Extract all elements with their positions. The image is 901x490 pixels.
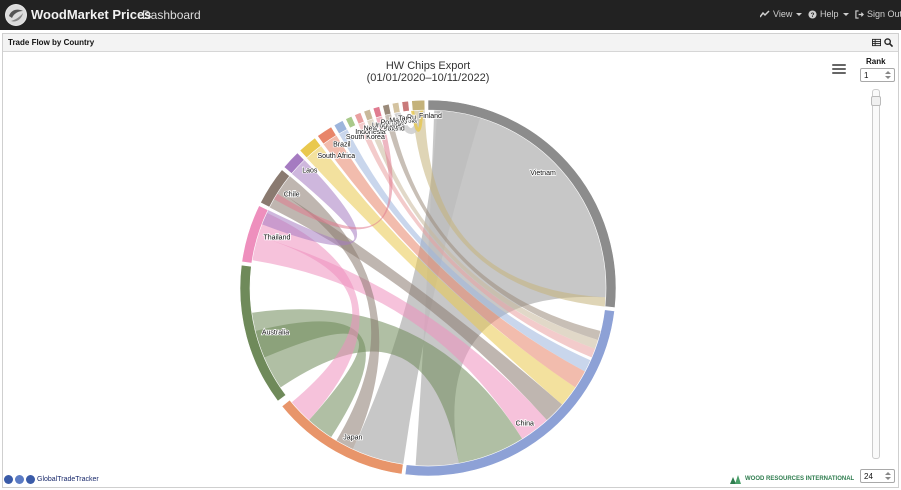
chevron-down-icon [796, 12, 803, 16]
rank-max-input[interactable]: 24 [860, 469, 895, 483]
wri-logo-text: WOOD RESOURCES INTERNATIONAL [745, 476, 855, 482]
help-menu-label: Help [820, 9, 839, 19]
label-uruguay: Uruguay [372, 122, 399, 129]
label-south-africa: South Africa [317, 153, 355, 160]
ribbon-thailand-china[interactable] [252, 235, 548, 439]
gtt-logo-text: GlobalTradeTracker [37, 475, 99, 483]
arc-portugal[interactable] [372, 106, 383, 119]
arc-uruguay[interactable] [363, 108, 374, 122]
ribbon-australia-china[interactable] [251, 309, 523, 464]
arc-chile[interactable] [260, 169, 291, 208]
rank-slider-track[interactable] [872, 89, 880, 459]
top-navbar: WoodMarket Prices Dashboard View ? Help … [0, 0, 901, 30]
ribbon-australia-japan[interactable] [255, 321, 366, 438]
rank-min-input[interactable]: 1 [860, 68, 895, 82]
arc-south-korea[interactable] [333, 120, 348, 135]
chart-menu-button[interactable] [832, 64, 846, 74]
sign-out-link[interactable]: Sign Out [855, 9, 901, 19]
ribbon-south-africa-china[interactable] [306, 145, 576, 405]
global-trade-tracker-logo: GlobalTradeTracker [4, 474, 99, 484]
rank-slider-handle[interactable] [871, 96, 881, 106]
ribbon-chile-japan[interactable] [278, 175, 380, 450]
stepper-arrows-icon[interactable] [884, 471, 892, 481]
chart-trend-icon [760, 10, 770, 18]
zoom-icon[interactable] [884, 38, 893, 47]
rank-label: Rank [866, 57, 886, 66]
label-south-korea: South Korea [346, 134, 385, 141]
arc-tan[interactable] [391, 101, 401, 114]
label-ru: Ru [407, 114, 416, 121]
label-malaysia: Malaysia [389, 117, 417, 124]
label-thailand: Thailand [264, 235, 291, 242]
brand-title[interactable]: WoodMarket Prices [31, 7, 152, 22]
label-new-zealand: New Zealand [364, 126, 405, 133]
chord-labels: Vietnam China Japan Australia Thailand Chile L… [261, 112, 557, 442]
arc-new-zealand[interactable] [354, 112, 365, 125]
chart-subtitle: (01/01/2020–10/11/2022) [366, 72, 490, 84]
panel-header: Trade Flow by Country [3, 34, 898, 52]
ribbon-vietnam-china[interactable] [415, 110, 606, 467]
self-loop-finland[interactable] [411, 110, 424, 132]
gtt-logo-icon [4, 474, 13, 484]
section-title[interactable]: Dashboard [142, 8, 201, 22]
arc-ru[interactable] [401, 100, 410, 113]
sign-out-icon [855, 9, 864, 19]
arc-indonesia[interactable] [345, 115, 356, 129]
view-menu[interactable]: View [760, 9, 803, 19]
ribbon-thailand-japan[interactable] [257, 212, 360, 421]
chord-ribbons [251, 109, 606, 467]
label-tan: Tan [398, 116, 409, 123]
label-australia: Australia [262, 330, 289, 337]
ribbon-laos-thailand[interactable] [261, 159, 358, 246]
arc-australia[interactable] [239, 264, 287, 402]
chord-arcs [239, 99, 617, 477]
label-finland: Finland [419, 113, 442, 120]
label-chile: Chile [284, 191, 300, 198]
arc-malaysia[interactable] [382, 103, 392, 116]
arc-south-africa[interactable] [299, 137, 322, 159]
label-brazil: Brazil [333, 142, 351, 149]
arc-laos[interactable] [283, 152, 305, 175]
svg-text:?: ? [811, 12, 815, 19]
label-indonesia: Indonesia [355, 129, 385, 136]
arc-japan[interactable] [281, 399, 404, 475]
chart-title: HW Chips Export [385, 60, 471, 72]
ribbon-brazil-china[interactable] [323, 135, 586, 388]
stepper-arrows-icon[interactable] [884, 70, 892, 80]
label-china: China [516, 421, 534, 428]
label-laos: Laos [302, 168, 318, 175]
arc-vietnam[interactable] [427, 99, 617, 308]
question-circle-icon: ? [808, 9, 817, 19]
wood-resources-logo: WOOD RESOURCES INTERNATIONAL [730, 474, 854, 484]
panel-title: Trade Flow by Country [8, 38, 95, 47]
label-vietnam: Vietnam [530, 170, 556, 177]
table-icon[interactable] [872, 38, 881, 47]
label-portugal: Portugal [381, 120, 408, 127]
arc-brazil[interactable] [317, 126, 337, 145]
hamburger-menu-icon [832, 64, 846, 66]
arc-finland[interactable] [411, 99, 426, 112]
arc-thailand[interactable] [241, 205, 269, 264]
trees-logo-icon [730, 475, 741, 484]
ribbon-portugal-chile[interactable] [273, 116, 393, 230]
view-menu-label: View [773, 9, 793, 19]
label-japan: Japan [343, 435, 362, 442]
help-menu[interactable]: ? Help [808, 9, 849, 19]
chevron-down-icon [842, 12, 849, 16]
rank-max-value: 24 [864, 472, 873, 481]
rank-min-value: 1 [864, 71, 869, 80]
woodmarket-logo-icon[interactable] [5, 4, 27, 26]
arc-china[interactable] [404, 309, 615, 477]
sign-out-label: Sign Out [867, 9, 901, 19]
